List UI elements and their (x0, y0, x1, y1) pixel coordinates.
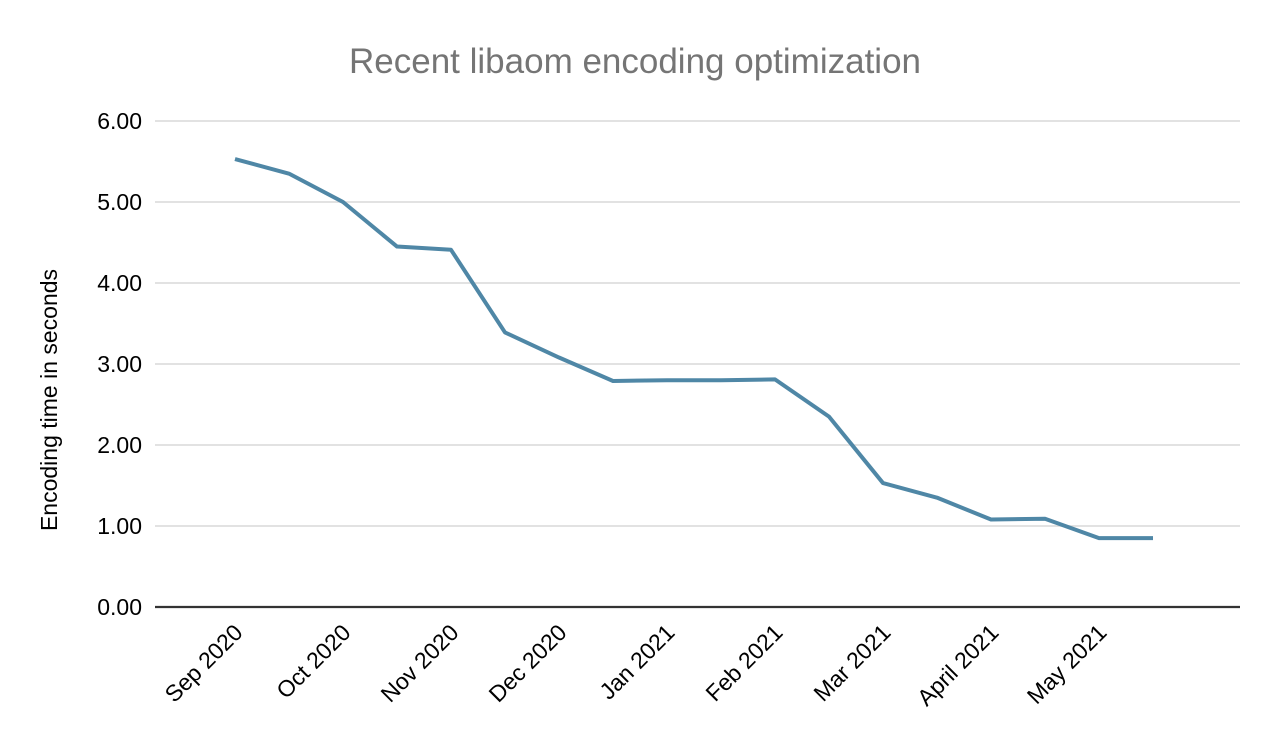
series-line-0 (234, 157, 1153, 541)
x-tick-label-oct-2020: Oct 2020 (271, 619, 355, 703)
x-tick-label-nov-2020: Nov 2020 (376, 619, 464, 707)
x-tick-label-dec-2020: Dec 2020 (484, 619, 572, 707)
y-tick-label-0.00: 0.00 (97, 594, 142, 620)
y-tick-label-3.00: 3.00 (97, 351, 142, 377)
x-tick-label-feb-2021: Feb 2021 (700, 619, 787, 706)
y-tick-label-2.00: 2.00 (97, 432, 142, 458)
x-tick-label-jan-2021: Jan 2021 (594, 619, 679, 704)
y-tick-label-6.00: 6.00 (97, 108, 142, 134)
x-tick-label-april-2021: April 2021 (912, 619, 1004, 711)
x-tick-label-mar-2021: Mar 2021 (808, 619, 895, 706)
y-tick-label-5.00: 5.00 (97, 189, 142, 215)
y-tick-label-4.00: 4.00 (97, 270, 142, 296)
x-tick-label-may-2021: May 2021 (1022, 619, 1112, 709)
y-axis-title: Encoding time in seconds (36, 269, 62, 531)
x-tick-label-sep-2020: Sep 2020 (160, 619, 248, 707)
y-tick-label-1.00: 1.00 (97, 513, 142, 539)
chart-title: Recent libaom encoding optimization (349, 42, 921, 81)
